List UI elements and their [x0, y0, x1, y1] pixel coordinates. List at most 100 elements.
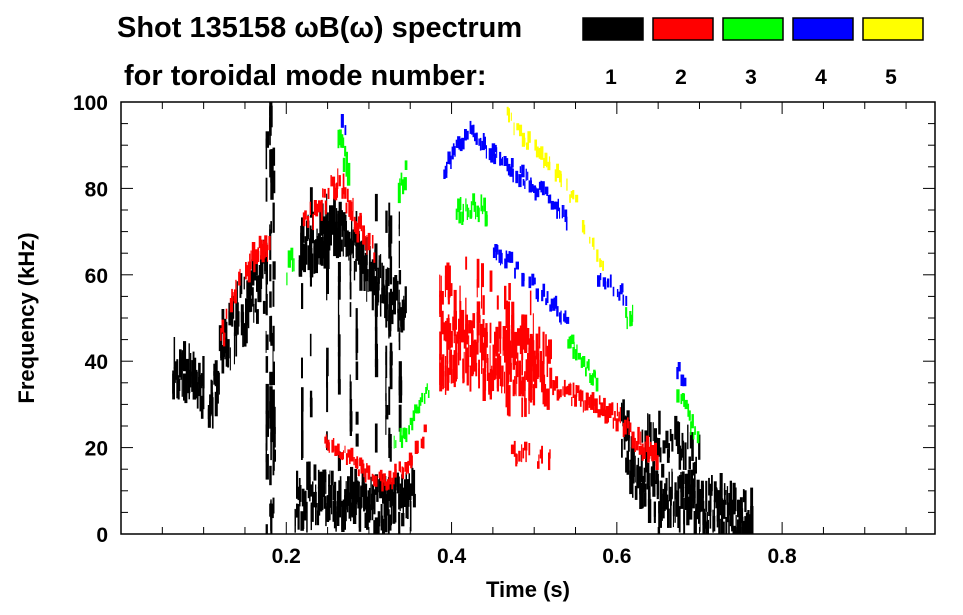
axis-ticks: 0.2 0.4 0.6 0.8 0 20 40 60 80 100 — [73, 92, 935, 568]
spectral-mark-mode-3 — [341, 137, 345, 148]
spectral-mark-mode-1 — [385, 314, 388, 328]
spectral-mark-mode-1 — [726, 486, 729, 504]
spectral-mark-mode-3 — [426, 383, 428, 391]
spectral-mark-mode-1 — [684, 473, 688, 489]
spectral-mark-mode-1 — [337, 228, 341, 247]
spectral-mark-mode-4 — [448, 154, 451, 165]
spectral-mark-mode-1 — [709, 500, 712, 529]
spectral-mark-mode-2 — [579, 389, 582, 407]
spectral-mark-mode-2 — [449, 348, 451, 362]
spectral-mark-mode-2 — [447, 291, 450, 305]
spectral-mark-mode-1 — [634, 485, 638, 500]
spectral-mark-mode-4 — [622, 294, 625, 306]
spectral-mark-mode-1 — [709, 483, 712, 513]
spectral-mark-mode-1 — [272, 440, 275, 471]
spectral-mark-mode-1 — [272, 325, 275, 352]
spectral-mark-mode-2 — [364, 468, 367, 483]
spectral-mark-mode-1 — [265, 383, 269, 414]
spectral-mark-mode-1 — [231, 298, 234, 327]
spectral-mark-mode-3 — [400, 435, 404, 448]
spectral-mark-mode-3 — [346, 162, 351, 186]
spectral-mark-mode-1 — [214, 391, 218, 417]
spectral-mark-mode-4 — [512, 168, 514, 183]
spectral-mark-mode-1 — [398, 270, 402, 285]
spectral-mark-mode-1 — [324, 230, 326, 262]
spectral-mark-mode-2 — [575, 385, 578, 397]
spectral-mark-mode-1 — [254, 298, 257, 313]
x-tick-label: 0.4 — [437, 545, 467, 568]
spectral-mark-mode-2 — [400, 463, 401, 473]
spectral-mark-mode-2 — [545, 334, 547, 357]
spectral-mark-mode-4 — [527, 171, 529, 181]
spectral-mark-mode-5 — [581, 220, 585, 233]
spectral-mark-mode-2 — [509, 362, 512, 382]
spectral-mark-mode-2 — [411, 455, 413, 466]
spectral-mark-mode-4 — [680, 374, 683, 386]
spectral-mark-mode-2 — [529, 358, 532, 376]
spectral-mark-mode-4 — [565, 216, 568, 231]
spectral-mark-mode-1 — [681, 432, 684, 458]
spectral-mark-mode-4 — [443, 169, 446, 179]
spectral-mark-mode-1 — [214, 360, 218, 387]
spectral-mark-mode-3 — [593, 369, 596, 377]
spectral-mark-mode-3 — [681, 393, 684, 402]
spectral-mark-mode-2 — [466, 317, 468, 343]
spectral-mark-mode-1 — [655, 470, 658, 483]
spectral-mark-mode-4 — [546, 291, 549, 303]
spectral-mark-mode-4 — [492, 247, 496, 258]
spectral-mark-mode-1 — [684, 486, 687, 510]
spectral-mark-mode-1 — [337, 262, 341, 282]
spectral-mark-mode-2 — [524, 371, 526, 391]
spectral-mark-mode-1 — [349, 374, 351, 388]
spectral-mark-mode-2 — [541, 363, 545, 391]
spectral-mark-mode-1 — [216, 379, 219, 392]
spectral-mark-mode-1 — [682, 440, 685, 470]
spectral-mark-mode-1 — [251, 287, 254, 307]
spectral-mark-mode-1 — [642, 479, 644, 508]
spectral-mark-mode-2 — [322, 188, 324, 198]
spectral-mark-mode-2 — [312, 213, 314, 231]
spectral-mark-mode-2 — [496, 295, 499, 310]
spectral-mark-mode-2 — [538, 326, 541, 349]
spectral-mark-mode-1 — [629, 459, 631, 479]
spectral-mark-mode-2 — [356, 222, 360, 243]
spectral-mark-mode-3 — [427, 390, 430, 398]
spectral-mark-mode-1 — [646, 462, 650, 490]
spectral-mark-mode-3 — [342, 157, 346, 172]
spectral-mark-mode-2 — [449, 283, 453, 296]
spectral-mark-mode-2 — [486, 358, 489, 381]
spectral-mark-mode-1 — [176, 359, 179, 384]
spectral-mark-mode-2 — [475, 362, 478, 377]
spectral-mark-mode-1 — [705, 521, 708, 534]
spectral-mark-mode-1 — [213, 363, 216, 376]
spectral-mark-mode-4 — [564, 310, 567, 323]
spectral-mark-mode-2 — [543, 374, 546, 399]
spectral-mark-mode-1 — [403, 304, 405, 320]
spectral-mark-mode-3 — [585, 367, 587, 377]
spectral-mark-mode-1 — [355, 233, 358, 258]
spectral-mark-mode-1 — [695, 456, 697, 474]
x-tick-label: 0.8 — [768, 545, 798, 568]
spectral-mark-mode-1 — [329, 470, 331, 484]
spectral-mark-mode-2 — [391, 477, 393, 490]
spectral-mark-mode-1 — [349, 254, 352, 272]
spectral-mark-mode-2 — [506, 388, 509, 416]
spectral-mark-mode-2 — [440, 310, 444, 335]
spectral-mark-mode-1 — [389, 351, 393, 366]
spectral-mark-mode-2 — [468, 335, 470, 367]
spectral-mark-mode-3 — [400, 172, 403, 186]
spectral-mark-mode-1 — [349, 302, 352, 317]
spectral-mark-mode-2 — [521, 444, 523, 463]
spectral-mark-mode-4 — [506, 162, 509, 172]
spectral-mark-mode-5 — [543, 157, 545, 169]
spectral-mark-mode-2 — [422, 436, 425, 449]
spectral-mark-mode-1 — [373, 276, 377, 296]
spectral-mark-mode-2 — [345, 453, 348, 465]
spectral-mark-mode-1 — [326, 234, 329, 262]
spectral-mark-mode-4 — [537, 190, 540, 197]
spectral-mark-mode-1 — [325, 471, 327, 494]
spectral-mark-mode-1 — [652, 480, 656, 497]
spectral-mark-mode-2 — [654, 442, 657, 461]
spectral-mark-mode-3 — [472, 193, 476, 206]
spectral-mark-mode-1 — [211, 392, 214, 410]
